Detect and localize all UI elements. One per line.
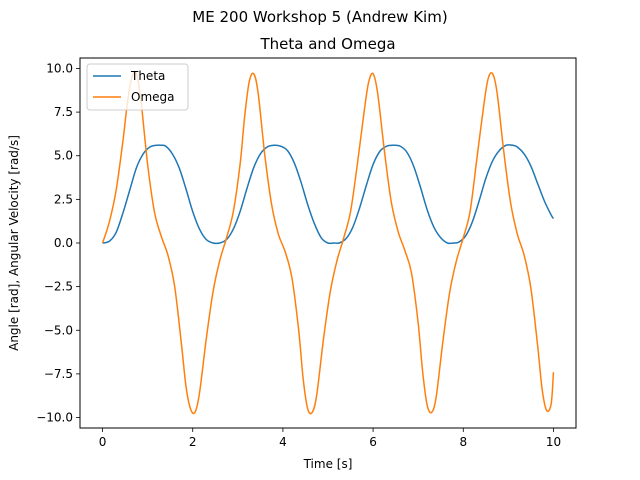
y-axis-label: Angle [rad], Angular Velocity [rad/s] (7, 135, 21, 351)
series-line-theta (102, 144, 555, 245)
y-tick-label: −10.0 (36, 411, 73, 425)
legend-label-omega: Omega (131, 90, 175, 104)
y-tick-label: 0.0 (54, 236, 73, 250)
figure-suptitle: ME 200 Workshop 5 (Andrew Kim) (192, 8, 447, 26)
y-tick-label: 2.5 (54, 192, 73, 206)
x-tick-label: 8 (459, 435, 467, 449)
x-tick-label: 2 (189, 435, 197, 449)
y-tick-label: −2.5 (44, 280, 73, 294)
chart-title: Theta and Omega (259, 35, 395, 53)
ticks-layer: 0 2 4 6 8 10 −10.0 −7.5 −5.0 −2.5 0.0 2.5 5.0 7.5 10.0 (36, 61, 561, 449)
series-line-omega (101, 71, 555, 415)
legend: Theta Omega (86, 63, 189, 111)
x-axis-label: Time [s] (303, 457, 353, 471)
y-tick-label: 10.0 (46, 61, 73, 75)
x-tick-label: 6 (369, 435, 377, 449)
y-tick-label: 5.0 (54, 149, 73, 163)
x-tick-label: 10 (546, 435, 561, 449)
x-tick-label: 4 (279, 435, 287, 449)
y-tick-label: −7.5 (44, 367, 73, 381)
x-tick-label: 0 (99, 435, 107, 449)
series-layer (101, 71, 555, 415)
legend-label-theta: Theta (130, 69, 165, 83)
y-tick-label: 7.5 (54, 105, 73, 119)
y-tick-label: −5.0 (44, 323, 73, 337)
